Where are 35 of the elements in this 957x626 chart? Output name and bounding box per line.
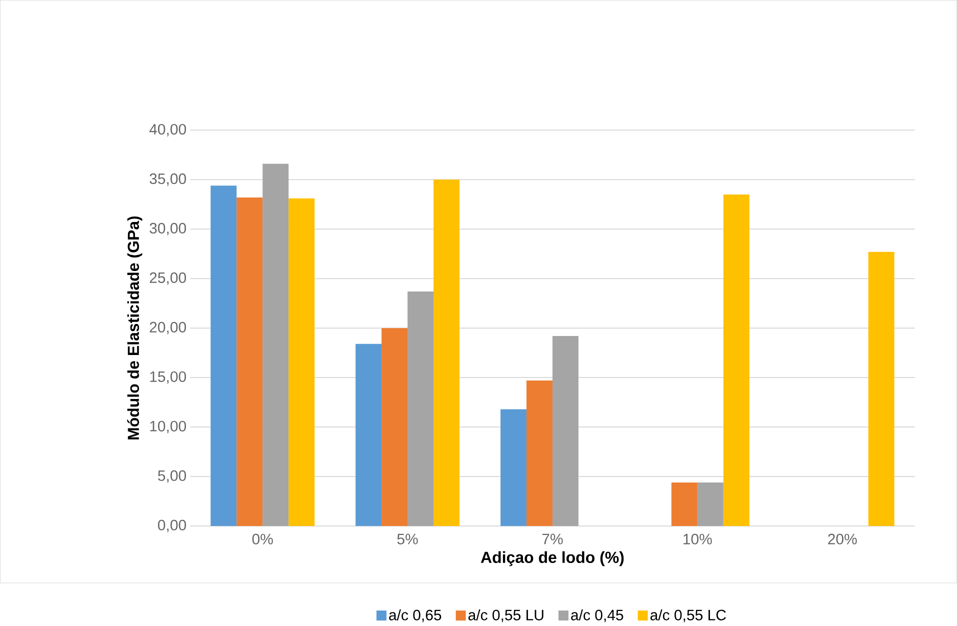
bar — [697, 482, 724, 526]
bar — [552, 336, 578, 526]
y-tick-label: 0,00 — [158, 520, 186, 532]
y-tick-label: 20,00 — [150, 322, 186, 334]
x-tick-label: 0% — [252, 534, 273, 545]
bar — [382, 328, 408, 526]
y-axis-title: Módulo de Elasticidade (GPa) — [127, 216, 142, 440]
legend-label: a/c 0,55 LU — [468, 609, 544, 622]
legend-label: a/c 0,45 — [571, 609, 624, 622]
bar — [500, 409, 526, 526]
y-tick-label: 40,00 — [149, 124, 186, 136]
bar — [671, 482, 698, 526]
bar — [262, 164, 289, 526]
bar — [408, 292, 434, 526]
y-tick-label: 15,00 — [150, 371, 186, 384]
bar — [723, 194, 750, 526]
x-tick-label: 20% — [828, 534, 857, 545]
legend-label: a/c 0,65 — [389, 609, 442, 622]
bar — [210, 186, 237, 526]
x-tick-label: 10% — [684, 534, 712, 545]
bar — [236, 198, 263, 526]
legend-label: a/c 0,55 LC — [650, 609, 726, 622]
y-tick-label: 5,00 — [158, 470, 186, 483]
bar — [434, 180, 460, 526]
y-tick-label: 30,00 — [150, 223, 186, 236]
bar — [288, 198, 315, 526]
bar — [526, 380, 552, 526]
x-axis-title: Adiçao de lodo (%) — [480, 551, 624, 566]
x-tick-label: 7% — [542, 534, 563, 544]
x-tick-label: 5% — [397, 534, 418, 544]
y-tick-label: 35,00 — [150, 174, 186, 186]
bar — [868, 252, 894, 526]
y-tick-label: 10,00 — [150, 420, 186, 434]
y-tick-label: 25,00 — [150, 272, 186, 285]
bar — [356, 344, 382, 526]
